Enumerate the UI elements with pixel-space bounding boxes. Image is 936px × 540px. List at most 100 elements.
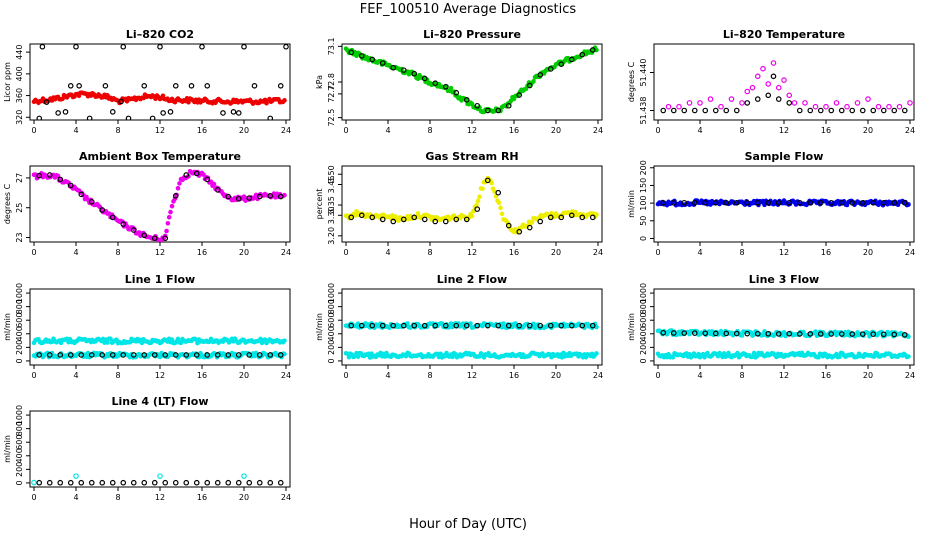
data-point [358, 53, 365, 59]
data-point [36, 172, 43, 179]
panel-title: Line 3 Flow [749, 273, 819, 286]
x-tick-label: 16 [509, 126, 519, 135]
data-point [120, 44, 127, 50]
data-point [474, 322, 481, 329]
y-tick-label: 1000 [327, 283, 336, 303]
data-point [754, 199, 761, 206]
data-point [807, 199, 814, 206]
data-point [463, 322, 470, 329]
x-tick-label: 8 [427, 126, 432, 135]
data-point [579, 51, 586, 58]
data-point [120, 221, 127, 227]
data-point [547, 214, 554, 221]
series-samples [31, 473, 247, 486]
x-tick-label: 20 [239, 493, 249, 502]
data-point [498, 205, 503, 211]
x-tick-label: 16 [509, 371, 519, 380]
data-point [46, 172, 53, 178]
data-point [76, 83, 82, 89]
series-samples-low [31, 350, 287, 360]
data-point [183, 479, 190, 486]
data-point [390, 218, 397, 225]
data-point [733, 107, 740, 114]
y-tick-label: 0 [327, 358, 336, 363]
series-samples [343, 175, 599, 235]
series-averages [348, 47, 596, 114]
x-tick-label: 12 [779, 248, 789, 257]
data-point [817, 107, 824, 114]
data-point [516, 228, 523, 235]
data-point [681, 199, 688, 206]
data-point [837, 354, 842, 360]
plot-area [343, 45, 599, 115]
data-point [579, 214, 586, 221]
data-point [489, 180, 494, 186]
data-point [594, 212, 599, 217]
x-tick-label: 12 [467, 371, 477, 380]
data-point [474, 202, 479, 208]
y-tick-label: 27 [15, 173, 24, 183]
y-tick-label: 1000 [639, 283, 648, 303]
data-point [558, 322, 565, 329]
series-samples-high [343, 321, 599, 331]
x-tick-label: 20 [239, 248, 249, 257]
x-tick-label: 0 [31, 371, 36, 380]
data-point [505, 102, 512, 109]
data-point [151, 479, 158, 486]
y-tick-label: 100 [639, 195, 648, 210]
data-point [151, 235, 158, 242]
y-axis-label: kPa [315, 75, 324, 89]
x-tick-label: 4 [73, 126, 78, 135]
x-tick-label: 24 [593, 371, 603, 380]
data-point [432, 218, 439, 225]
data-point [670, 199, 677, 206]
data-point [765, 92, 772, 99]
data-point [499, 211, 505, 217]
data-point [594, 47, 599, 53]
x-tick-label: 0 [31, 493, 36, 502]
figure-xlabel: Hour of Day (UTC) [409, 517, 527, 532]
data-point [681, 330, 688, 336]
data-point [43, 99, 50, 105]
y-tick-label: 200 [327, 340, 336, 355]
data-point [537, 218, 544, 225]
panel-line-2-flow: Line 2 Flow ml/min 0 4 8 12 16 20 24 0 20040060080… [315, 273, 603, 380]
data-point [568, 212, 575, 219]
x-tick-label: 16 [821, 248, 831, 257]
data-point [88, 198, 95, 205]
data-point [241, 473, 247, 479]
x-tick-label: 12 [467, 126, 477, 135]
data-point [267, 479, 274, 486]
data-point [400, 322, 407, 329]
data-point [791, 100, 798, 106]
data-point [255, 196, 260, 202]
data-point [379, 322, 386, 329]
x-tick-label: 4 [73, 371, 78, 380]
data-point [859, 199, 866, 206]
y-tick-label: 3.20 [327, 227, 336, 245]
plot-area [31, 44, 289, 120]
x-tick-label: 20 [863, 248, 873, 257]
data-point [901, 332, 908, 338]
y-tick-label: 0 [15, 358, 24, 363]
data-point [157, 44, 163, 50]
y-tick-label: 0 [639, 358, 648, 363]
data-point [214, 352, 221, 358]
x-tick-label: 20 [551, 248, 561, 257]
data-point [421, 322, 428, 329]
data-point [169, 203, 175, 209]
plot-area [655, 328, 911, 360]
data-point [369, 214, 376, 221]
data-point [849, 199, 856, 206]
data-point [411, 322, 418, 329]
data-point [807, 331, 814, 337]
data-point [36, 479, 43, 486]
plot-frame [29, 43, 291, 121]
data-point [99, 207, 106, 213]
data-point [849, 331, 856, 337]
data-point [256, 193, 263, 200]
x-tick-label: 24 [281, 126, 291, 135]
panel-title: Li–820 Temperature [723, 28, 845, 41]
data-point [870, 199, 877, 206]
